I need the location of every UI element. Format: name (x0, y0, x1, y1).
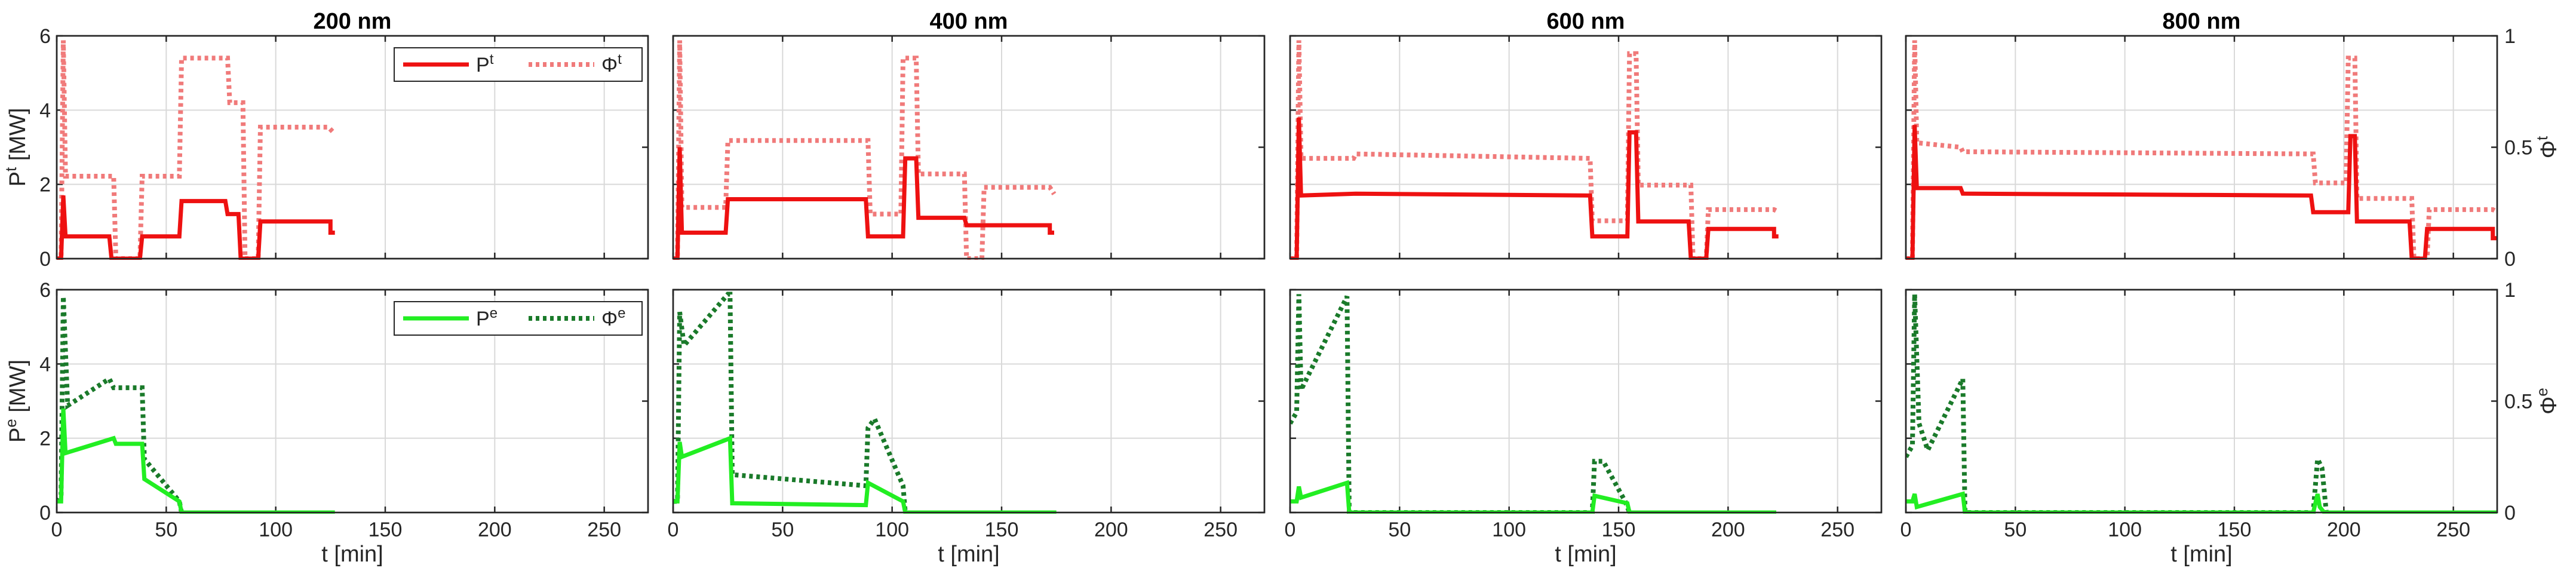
legend-label: Φe (601, 305, 626, 331)
plot-frame (1905, 35, 2498, 260)
y-axis-label: Pt [MW] (2, 108, 30, 187)
y2-tick-label: 0.5 (2504, 137, 2532, 159)
series-line-electric-flow (1290, 294, 1632, 514)
y-axis-label: Pe [MW] (2, 360, 30, 443)
plot-frame (672, 35, 1266, 260)
series-line-thermal-power (673, 147, 1054, 260)
x-axis-label: t [min] (321, 542, 383, 567)
x-tick-label: 0 (1900, 518, 1912, 541)
x-tick-label: 100 (259, 518, 293, 541)
legend: Pt Φt (394, 47, 643, 82)
plot-frame (56, 35, 649, 260)
y2-tick-label: 0.5 (2504, 391, 2532, 413)
x-tick-label: 250 (1203, 518, 1238, 541)
x-tick-label: 100 (2108, 518, 2142, 541)
x-tick-label: 250 (1820, 518, 1855, 541)
panel-title: 600 nm (1547, 9, 1625, 34)
x-tick-label: 0 (668, 518, 679, 541)
y2-axis-label: Φt (2533, 136, 2562, 158)
y-tick-label: 6 (39, 279, 51, 302)
x-tick-label: 150 (1602, 518, 1636, 541)
plot-frame (56, 289, 649, 514)
legend-label: Pt (476, 51, 494, 77)
x-tick-label: 150 (2218, 518, 2252, 541)
series-line-electric-flow (1906, 294, 2329, 514)
x-tick-label: 150 (369, 518, 403, 541)
y2-tick-label: 0 (2504, 502, 2516, 524)
x-tick-label: 50 (155, 518, 177, 541)
subplot-thermal: 0 2 4 6 Pt [MW] Pt Φt (2, 25, 649, 271)
subplot-electric: 0 50 100 150 200 250 t [min] (668, 289, 1266, 567)
subplot-electric: 0 50 100 150 200 250 t [min] (1285, 289, 1883, 567)
y-tick-label: 0 (39, 502, 51, 524)
x-tick-label: 50 (1388, 518, 1411, 541)
y-tick-label: 4 (39, 353, 51, 376)
plot-area (672, 289, 1266, 514)
y2-tick-label: 1 (2504, 279, 2516, 302)
y2-tick-label: 1 (2504, 25, 2516, 48)
x-axis-label: t [min] (938, 542, 999, 567)
subplot-electric: 0 0.5 1 Φe 0 50 100 150 200 250 t [min] (1900, 279, 2562, 567)
x-tick-label: 0 (1285, 518, 1296, 541)
panel-title: 800 nm (2163, 9, 2241, 34)
y-tick-label: 4 (39, 99, 51, 122)
plot-area (1905, 289, 2498, 514)
plot-area (672, 35, 1266, 260)
series-line-thermal-power (1290, 117, 1779, 260)
x-tick-label: 150 (985, 518, 1019, 541)
y-tick-label: 0 (39, 248, 51, 271)
x-tick-label: 100 (1492, 518, 1526, 541)
x-axis-label: t [min] (1555, 542, 1616, 567)
subplot-thermal: 0 0.5 1 Φt (1905, 25, 2562, 271)
y2-tick-label: 0 (2504, 248, 2516, 271)
subplot-thermal (1289, 35, 1883, 260)
subplot-electric: 0 2 4 6 Pe [MW] 0 50 100 150 200 250 t [min] Pe Φe (2, 279, 649, 567)
series-line-electric-power (57, 408, 335, 514)
y-tick-label: 6 (39, 25, 51, 48)
plot-frame (1289, 289, 1883, 514)
x-tick-label: 50 (2004, 518, 2027, 541)
plot-frame (1289, 35, 1883, 260)
x-axis-label: t [min] (2170, 542, 2232, 567)
legend: Pe Φe (394, 301, 643, 336)
x-tick-label: 200 (478, 518, 512, 541)
y-tick-label: 2 (39, 174, 51, 197)
x-tick-label: 250 (587, 518, 621, 541)
plot-frame (1905, 289, 2498, 514)
x-tick-label: 200 (1711, 518, 1745, 541)
panel-title: 400 nm (930, 9, 1008, 34)
series-line-electric-flow (673, 292, 908, 513)
x-tick-label: 250 (2436, 518, 2470, 541)
legend-label: Φt (601, 51, 622, 77)
plot-frame (672, 289, 1266, 514)
series-line-thermal-power (1906, 125, 2497, 260)
legend-label: Pe (476, 305, 498, 331)
series-line-thermal-power (57, 195, 335, 260)
plot-area (1289, 35, 1883, 260)
plot-area (1289, 289, 1883, 514)
subplot-thermal (672, 35, 1266, 260)
y-tick-label: 2 (39, 428, 51, 450)
y2-axis-label: Φe (2533, 388, 2562, 415)
series-line-electric-flow (57, 296, 184, 513)
panel-title: 200 nm (314, 9, 392, 34)
x-tick-label: 50 (771, 518, 794, 541)
x-tick-label: 0 (51, 518, 63, 541)
series-line-electric-power (673, 435, 1057, 514)
x-tick-label: 200 (2327, 518, 2361, 541)
x-tick-label: 200 (1094, 518, 1128, 541)
x-tick-label: 100 (875, 518, 909, 541)
